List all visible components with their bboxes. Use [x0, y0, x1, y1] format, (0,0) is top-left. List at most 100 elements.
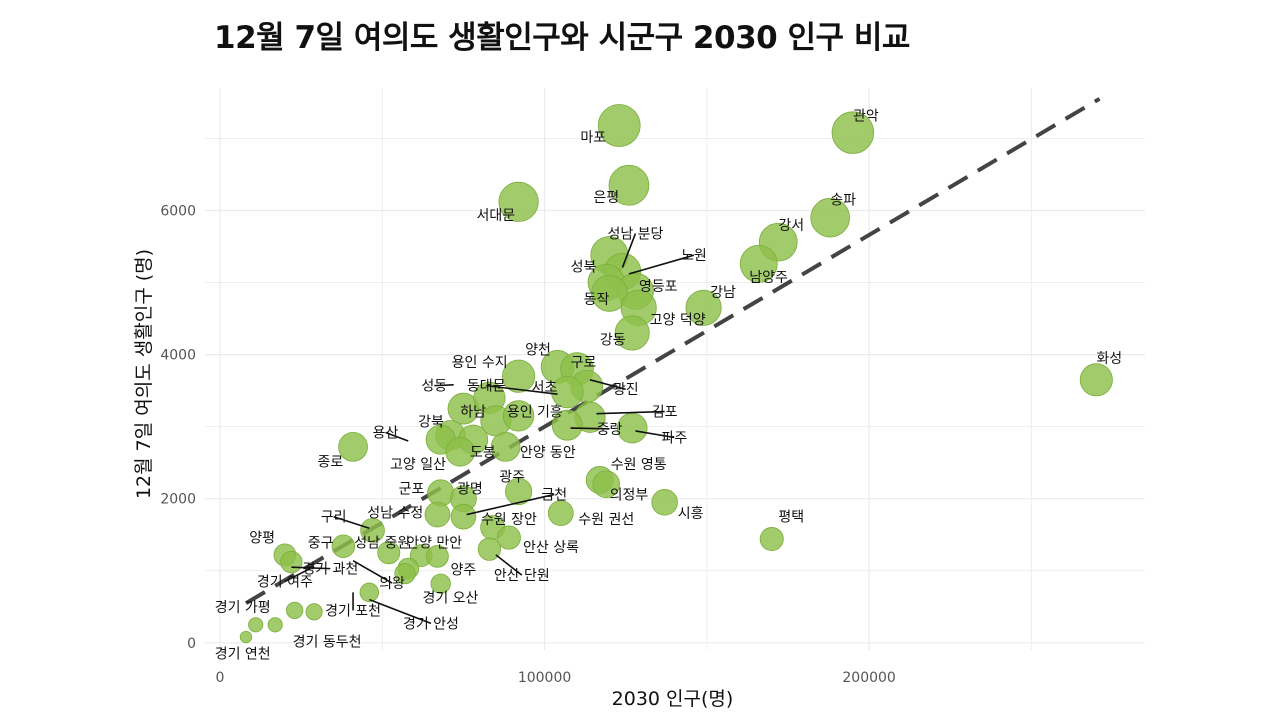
leader-line	[621, 233, 637, 268]
point-label: 동대문	[467, 379, 506, 395]
data-point	[331, 534, 356, 558]
leader-line	[434, 384, 454, 387]
data-point	[502, 400, 535, 432]
y-tick-label: 4000	[160, 348, 196, 364]
point-label: 경기 안성	[403, 616, 459, 632]
point-label: 금천	[541, 487, 567, 503]
data-point	[450, 503, 477, 530]
point-label: 안산 상록	[523, 540, 579, 556]
data-point	[551, 409, 583, 441]
leader-line	[628, 254, 695, 275]
point-label: 용인 기흥	[507, 405, 563, 421]
point-label: 양주	[451, 562, 477, 578]
x-tick-label: 200000	[842, 670, 895, 686]
data-point	[267, 617, 283, 633]
data-point	[831, 111, 875, 154]
data-point	[810, 197, 850, 238]
axis-ticks: 0 100000 200000 0 2000 4000 6000	[160, 203, 895, 686]
point-label: 광진	[613, 382, 639, 398]
data-point	[551, 375, 584, 409]
point-label: 양천	[525, 343, 551, 359]
point-label: 화성	[1096, 351, 1122, 367]
point-label: 경기 과천	[302, 562, 358, 578]
data-point	[239, 630, 253, 644]
point-label: 김포	[652, 405, 678, 421]
point-label: 안산 단원	[494, 568, 550, 584]
point-label: 구로	[571, 355, 597, 371]
data-point	[759, 527, 784, 552]
leader-line	[369, 598, 432, 625]
leader-line	[352, 559, 393, 584]
point-label: 파주	[662, 430, 688, 446]
point-label: 의왕	[379, 576, 405, 592]
data-point	[359, 582, 379, 603]
trend-line-path	[244, 97, 1101, 605]
point-label: 남양주	[749, 270, 788, 286]
trend-line	[244, 97, 1101, 605]
data-point	[394, 563, 416, 585]
point-label: 성남 분당	[607, 227, 663, 243]
point-label: 강북	[418, 415, 444, 431]
leader-line	[635, 430, 675, 439]
data-points	[239, 104, 1113, 644]
y-tick-label: 2000	[160, 492, 196, 508]
point-label: 경기 가평	[215, 600, 271, 616]
x-tick-label: 0	[216, 670, 225, 686]
data-point	[591, 274, 628, 312]
y-axis-title: 12월 7일 여의도 생활인구 (명)	[133, 249, 155, 499]
point-label: 송파	[830, 193, 856, 209]
data-point	[608, 164, 650, 206]
leader-line	[495, 554, 523, 576]
leader-line	[333, 515, 370, 529]
data-point	[305, 603, 323, 621]
point-label: 중랑	[597, 422, 623, 438]
point-label: 중구	[308, 536, 334, 552]
point-label: 경기 포천	[325, 603, 381, 619]
data-point	[496, 525, 521, 550]
point-label: 용인 수지	[452, 355, 508, 371]
leader-line	[570, 427, 610, 430]
data-point	[547, 500, 574, 527]
data-point	[490, 431, 521, 462]
point-label: 시흥	[678, 506, 704, 522]
point-label: 고양 일산	[390, 457, 446, 473]
chart-title: 12월 7일 여의도 생활인구와 시군구 2030 인구 비교	[214, 20, 910, 56]
point-label: 안양 만안	[406, 536, 462, 552]
data-point	[424, 501, 451, 528]
data-point	[1079, 363, 1113, 397]
leader-line	[466, 493, 555, 516]
data-point	[614, 315, 650, 351]
point-label: 관악	[853, 108, 879, 124]
point-label: 성북	[571, 260, 597, 276]
y-tick-label: 0	[187, 636, 196, 652]
point-label: 수원 영통	[611, 457, 667, 473]
point-label: 은평	[593, 190, 619, 206]
point-label: 동작	[584, 292, 610, 308]
data-point	[739, 244, 778, 283]
point-label: 강서	[778, 218, 804, 234]
point-label: 고양 덕양	[650, 312, 706, 328]
leader-line	[486, 384, 558, 396]
point-label: 경기 동두천	[293, 634, 362, 650]
point-label: 수원 장안	[481, 512, 537, 528]
point-label: 마포	[580, 130, 606, 146]
point-label: 성남 중원	[354, 536, 410, 552]
data-point	[360, 518, 385, 543]
data-point	[280, 550, 303, 574]
point-label: 종로	[317, 454, 343, 470]
data-point	[248, 617, 264, 633]
leader-line	[589, 379, 626, 390]
point-label: 강동	[600, 333, 626, 349]
data-point	[505, 477, 533, 506]
point-label: 구리	[321, 510, 347, 526]
leader-line	[284, 565, 315, 583]
point-label: 경기 여주	[257, 575, 313, 591]
data-point	[377, 541, 401, 565]
point-label: 의정부	[610, 487, 649, 503]
point-label: 도봉	[470, 445, 496, 461]
point-label: 성동	[421, 379, 447, 395]
x-tick-label: 100000	[518, 670, 571, 686]
point-label: 군포	[399, 482, 425, 498]
